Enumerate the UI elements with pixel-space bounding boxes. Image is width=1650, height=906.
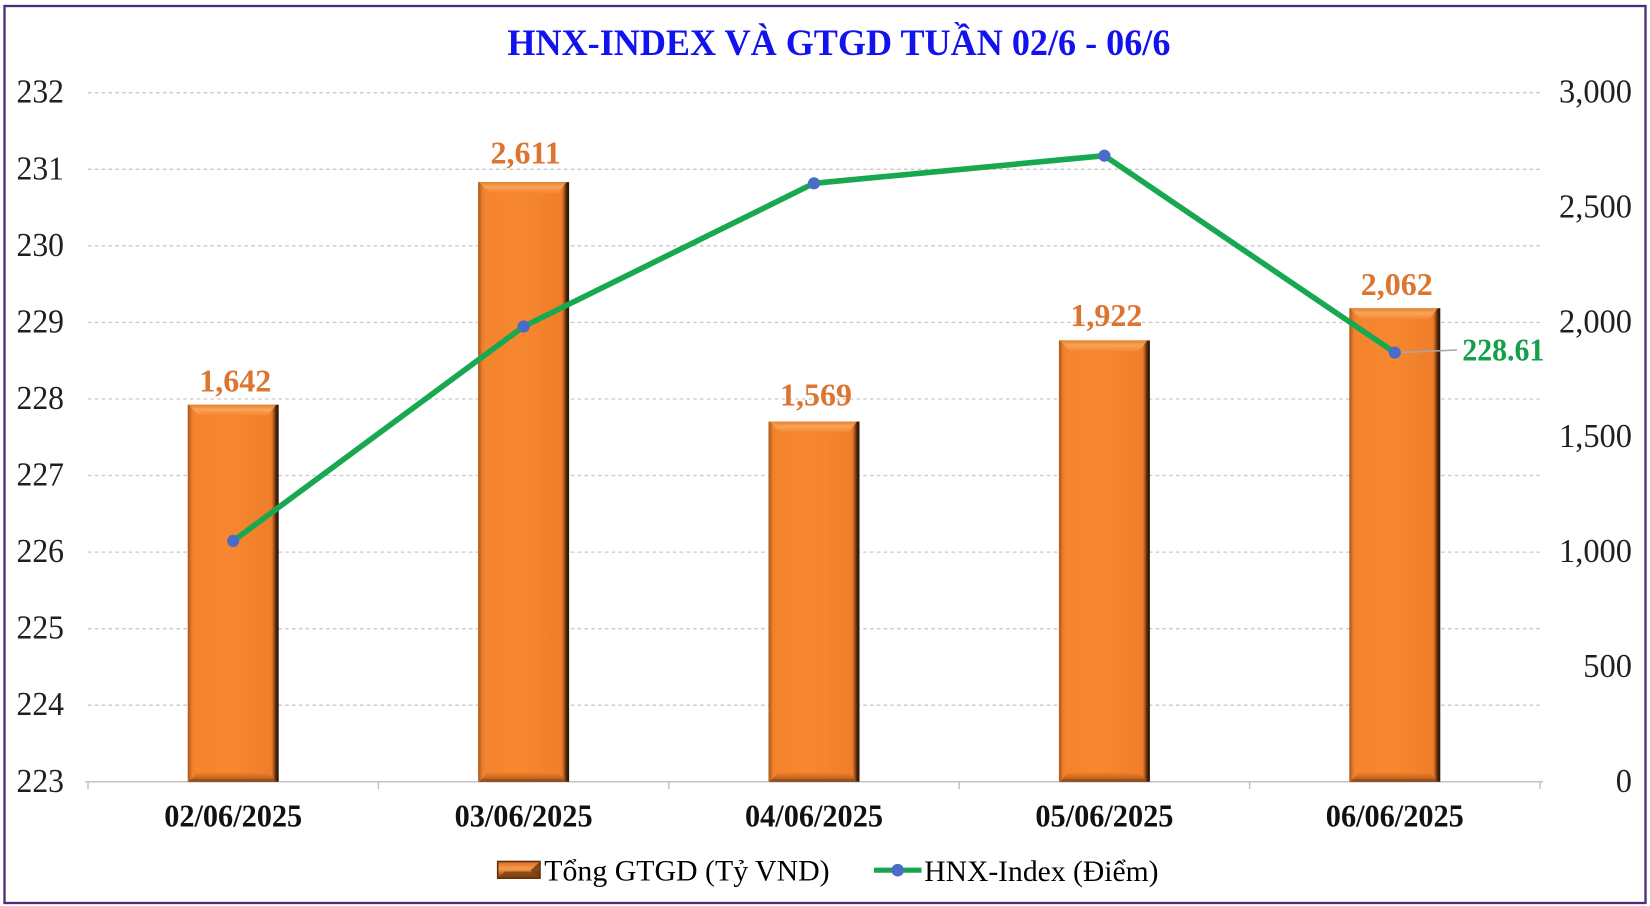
svg-text:229: 229: [17, 303, 65, 340]
svg-text:2,000: 2,000: [1559, 303, 1632, 340]
svg-text:230: 230: [17, 227, 65, 264]
svg-text:231: 231: [17, 150, 65, 187]
svg-text:1,000: 1,000: [1559, 533, 1632, 570]
svg-text:HNX-Index (Điểm): HNX-Index (Điểm): [924, 855, 1158, 888]
svg-text:06/06/2025: 06/06/2025: [1326, 798, 1464, 834]
svg-text:227: 227: [17, 457, 65, 494]
svg-text:1,642: 1,642: [199, 362, 271, 398]
svg-text:500: 500: [1583, 648, 1632, 685]
svg-text:225: 225: [17, 610, 65, 647]
svg-text:226: 226: [17, 533, 65, 570]
svg-text:04/06/2025: 04/06/2025: [745, 798, 883, 834]
svg-text:232: 232: [17, 74, 65, 111]
svg-text:03/06/2025: 03/06/2025: [455, 798, 593, 834]
svg-text:224: 224: [17, 686, 65, 723]
svg-text:228: 228: [17, 380, 65, 417]
svg-text:2,500: 2,500: [1559, 188, 1632, 225]
svg-text:1,922: 1,922: [1070, 297, 1142, 333]
svg-text:Tổng GTGD (Tỷ VND): Tổng GTGD (Tỷ VND): [544, 856, 829, 888]
svg-text:0: 0: [1616, 763, 1632, 800]
svg-text:1,569: 1,569: [780, 377, 852, 413]
svg-text:1,500: 1,500: [1559, 418, 1632, 455]
svg-text:2,611: 2,611: [490, 135, 560, 171]
svg-text:228.61: 228.61: [1462, 332, 1544, 368]
svg-text:3,000: 3,000: [1559, 74, 1632, 111]
svg-text:HNX-INDEX VÀ GTGD TUẦN 02/6 -: HNX-INDEX VÀ GTGD TUẦN 02/6 - 06/6: [507, 21, 1170, 64]
svg-text:2,062: 2,062: [1361, 266, 1433, 302]
svg-text:05/06/2025: 05/06/2025: [1035, 798, 1173, 834]
svg-text:02/06/2025: 02/06/2025: [164, 798, 302, 834]
svg-text:223: 223: [17, 763, 65, 800]
